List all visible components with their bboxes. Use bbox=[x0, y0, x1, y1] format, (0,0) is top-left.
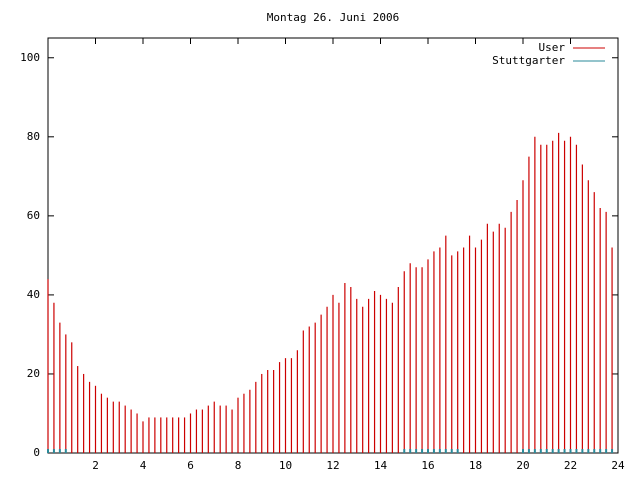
x-tick-label: 14 bbox=[374, 459, 388, 472]
x-tick-label: 8 bbox=[235, 459, 242, 472]
x-tick-label: 2 bbox=[92, 459, 99, 472]
y-tick-label: 60 bbox=[27, 209, 40, 222]
x-tick-label: 16 bbox=[421, 459, 434, 472]
x-tick-label: 18 bbox=[469, 459, 482, 472]
y-tick-label: 0 bbox=[33, 446, 40, 459]
legend-label: User bbox=[539, 41, 566, 54]
y-tick-label: 80 bbox=[27, 130, 40, 143]
x-tick-label: 22 bbox=[564, 459, 577, 472]
x-tick-label: 24 bbox=[611, 459, 625, 472]
y-tick-label: 20 bbox=[27, 367, 40, 380]
x-tick-label: 20 bbox=[516, 459, 529, 472]
x-tick-label: 10 bbox=[279, 459, 292, 472]
x-tick-label: 6 bbox=[187, 459, 194, 472]
chart-title: Montag 26. Juni 2006 bbox=[267, 11, 399, 24]
y-tick-label: 100 bbox=[20, 51, 40, 64]
x-tick-label: 12 bbox=[326, 459, 339, 472]
legend-label: Stuttgarter bbox=[492, 54, 565, 67]
x-tick-label: 4 bbox=[140, 459, 147, 472]
y-tick-label: 40 bbox=[27, 288, 40, 301]
